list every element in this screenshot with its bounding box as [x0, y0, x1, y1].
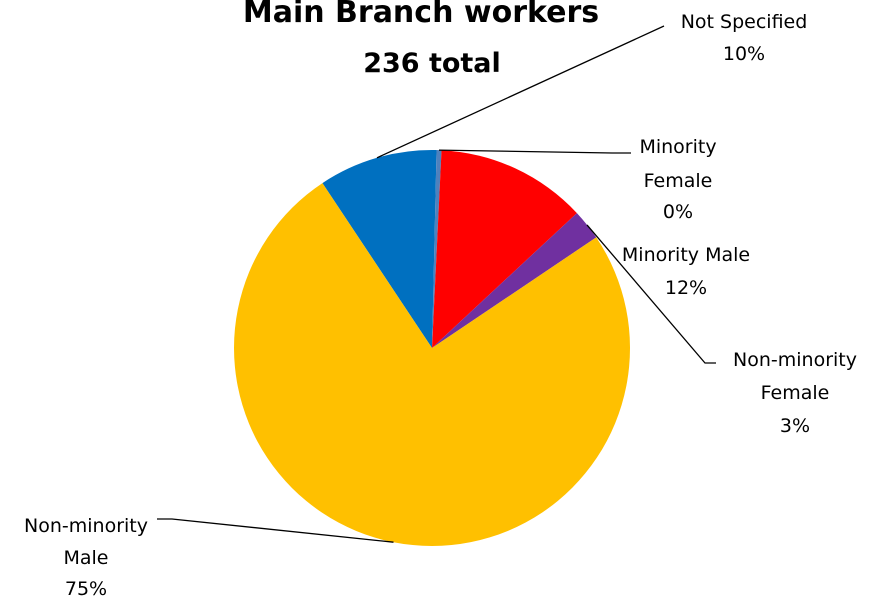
slice-label-non-minority-female: Non-minority	[733, 349, 857, 371]
slice-label-minority-female-line2: Female	[644, 170, 713, 192]
slice-label-non-minority-male: Non-minority	[24, 515, 148, 537]
pie-slice-not-specified	[322, 149, 437, 348]
slice-label-non-minority-male-line2: Male	[63, 547, 108, 569]
pie-slice-minority-male	[432, 150, 577, 348]
leader-lines	[157, 25, 716, 543]
pie-slice-minority-female	[432, 150, 442, 348]
slice-percent-not-specified: 10%	[723, 43, 765, 65]
pie-slices	[234, 149, 631, 546]
slice-label-not-specified: Not Specified	[681, 11, 808, 33]
slice-label-non-minority-female-line2: Female	[761, 382, 830, 404]
leader-line-minority-female	[438, 149, 631, 154]
slice-percent-non-minority-female: 3%	[780, 415, 810, 437]
chart-title: Main Branch workers	[243, 0, 599, 30]
slice-percent-minority-male: 12%	[665, 277, 707, 299]
slice-label-minority-female: Minority	[639, 136, 716, 158]
data-labels: Not Specified 10% Minority Female 0% Min…	[24, 11, 857, 600]
pie-slice-non-minority-female	[432, 213, 597, 348]
slice-percent-non-minority-male: 75%	[65, 578, 107, 600]
leader-line-non-minority-male	[157, 518, 394, 543]
chart-subtitle: 236 total	[363, 48, 501, 79]
slice-label-minority-male: Minority Male	[622, 244, 750, 266]
leader-line-not-specified	[376, 25, 665, 159]
leader-line-non-minority-female	[586, 224, 716, 364]
pie-slice-non-minority-male	[234, 183, 631, 546]
slice-percent-minority-female: 0%	[663, 201, 693, 223]
